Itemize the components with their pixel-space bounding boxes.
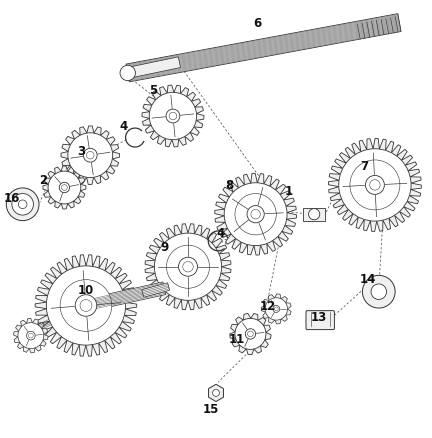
Circle shape — [247, 206, 264, 223]
Circle shape — [149, 93, 197, 140]
Circle shape — [339, 149, 411, 222]
Circle shape — [265, 298, 287, 320]
Circle shape — [308, 209, 320, 220]
Circle shape — [80, 300, 92, 312]
Circle shape — [169, 113, 177, 120]
Text: 8: 8 — [225, 179, 233, 192]
Circle shape — [213, 389, 219, 396]
Circle shape — [18, 201, 27, 209]
Text: 5: 5 — [149, 84, 158, 97]
Polygon shape — [61, 127, 120, 185]
Circle shape — [183, 262, 193, 272]
Text: 15: 15 — [203, 403, 219, 415]
Polygon shape — [85, 283, 166, 312]
Circle shape — [59, 183, 70, 193]
Circle shape — [68, 134, 113, 178]
Text: 11: 11 — [229, 332, 245, 345]
Circle shape — [86, 152, 94, 159]
Text: 6: 6 — [253, 17, 261, 30]
Circle shape — [273, 306, 280, 313]
Text: 1: 1 — [284, 184, 292, 198]
Polygon shape — [145, 224, 231, 310]
Circle shape — [224, 184, 287, 246]
Text: 7: 7 — [360, 160, 368, 173]
Text: 14: 14 — [359, 273, 376, 286]
Circle shape — [371, 284, 387, 300]
Polygon shape — [230, 314, 271, 355]
Text: 4: 4 — [216, 226, 225, 239]
Circle shape — [350, 161, 400, 210]
Circle shape — [26, 332, 35, 340]
Text: 13: 13 — [310, 311, 327, 323]
Circle shape — [166, 110, 180, 124]
Text: 12: 12 — [260, 299, 276, 312]
Circle shape — [12, 194, 33, 215]
Circle shape — [48, 172, 81, 205]
Polygon shape — [38, 302, 88, 331]
Circle shape — [154, 233, 222, 300]
Circle shape — [18, 323, 44, 349]
Polygon shape — [328, 139, 421, 232]
Polygon shape — [209, 385, 223, 402]
Polygon shape — [126, 14, 401, 83]
Text: 16: 16 — [3, 192, 19, 205]
Circle shape — [166, 246, 210, 289]
Circle shape — [83, 149, 97, 163]
Circle shape — [178, 258, 197, 276]
Text: 2: 2 — [39, 174, 47, 187]
Polygon shape — [142, 283, 170, 297]
Circle shape — [235, 319, 266, 350]
Circle shape — [245, 329, 256, 339]
Circle shape — [370, 180, 380, 191]
Circle shape — [75, 295, 97, 317]
Polygon shape — [303, 208, 325, 221]
Polygon shape — [215, 174, 296, 255]
Circle shape — [60, 280, 112, 332]
Circle shape — [46, 266, 126, 345]
Circle shape — [62, 185, 67, 191]
Polygon shape — [127, 58, 181, 79]
Text: 3: 3 — [78, 145, 86, 158]
Polygon shape — [142, 86, 204, 148]
Polygon shape — [14, 319, 48, 353]
Circle shape — [120, 66, 135, 81]
Circle shape — [274, 307, 278, 311]
Circle shape — [235, 194, 276, 235]
Text: 9: 9 — [160, 240, 168, 254]
Circle shape — [6, 188, 39, 221]
Polygon shape — [261, 294, 291, 324]
Circle shape — [248, 331, 253, 337]
Circle shape — [29, 333, 33, 338]
Polygon shape — [35, 255, 137, 357]
Circle shape — [365, 176, 384, 195]
Text: 4: 4 — [119, 120, 127, 133]
Circle shape — [251, 210, 260, 219]
FancyBboxPatch shape — [306, 311, 334, 330]
Polygon shape — [43, 166, 86, 209]
Text: 10: 10 — [78, 283, 94, 297]
Circle shape — [362, 276, 395, 308]
